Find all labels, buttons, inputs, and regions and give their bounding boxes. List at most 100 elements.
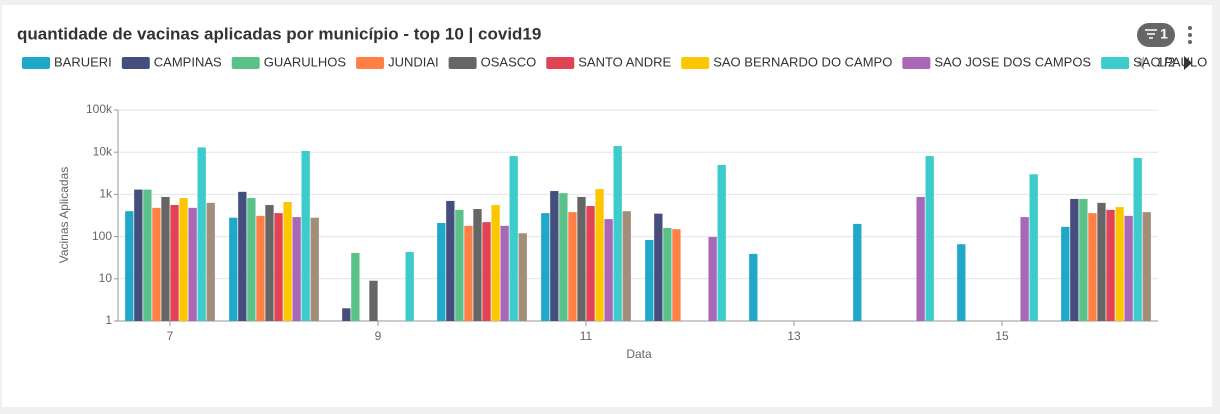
- bar: [663, 227, 672, 321]
- bar: [1097, 202, 1106, 321]
- legend-label[interactable]: SAO BERNARDO DO CAMPO: [713, 54, 892, 69]
- x-tick-label: 11: [580, 329, 593, 343]
- bar: [853, 223, 862, 321]
- legend-label[interactable]: OSASCO: [481, 54, 537, 69]
- legend-label[interactable]: JUNDIAI: [388, 54, 439, 69]
- bar: [717, 164, 726, 321]
- bar: [645, 240, 654, 321]
- bar: [310, 217, 319, 321]
- bar: [1142, 212, 1151, 321]
- chart-title: quantidade de vacinas aplicadas por muni…: [17, 24, 541, 43]
- bar: [1124, 215, 1133, 321]
- bar: [1061, 226, 1070, 321]
- x-tick-label: 15: [995, 329, 1009, 343]
- bar: [550, 191, 559, 321]
- bar: [1133, 157, 1142, 321]
- bar: [405, 252, 414, 321]
- bar: [473, 209, 482, 321]
- bar: [464, 225, 473, 321]
- bar: [708, 236, 717, 321]
- bar: [170, 205, 179, 321]
- bar: [1115, 207, 1124, 321]
- bar: [1079, 198, 1088, 321]
- bar: [351, 252, 360, 321]
- bar: [586, 206, 595, 321]
- bar: [179, 198, 188, 321]
- bar: [957, 244, 966, 321]
- legend-label[interactable]: SAO JOSE DOS CAMPOS: [934, 54, 1091, 69]
- chart: quantidade de vacinas aplicadas por muni…: [17, 23, 1207, 361]
- y-tick-label: 10k: [93, 144, 113, 158]
- legend-swatch: [1101, 57, 1130, 69]
- bar: [577, 196, 586, 321]
- legend-swatch: [22, 57, 50, 69]
- legend-prev[interactable]: [1137, 56, 1144, 70]
- card: quantidade de vacinas aplicadas por muni…: [2, 5, 1212, 407]
- bar: [229, 217, 238, 321]
- bar: [1106, 209, 1115, 321]
- bar: [500, 225, 509, 321]
- bar: [1070, 198, 1079, 321]
- bar: [125, 211, 134, 321]
- bar: [292, 217, 301, 321]
- more-menu[interactable]: [1188, 26, 1192, 44]
- legend-swatch: [546, 57, 575, 69]
- bar: [482, 222, 491, 321]
- y-tick-label: 100k: [86, 102, 113, 116]
- y-tick-label: 1k: [99, 187, 113, 201]
- bar: [622, 211, 631, 321]
- bar: [916, 196, 925, 321]
- x-axis-label: Data: [626, 347, 652, 361]
- bar: [1088, 213, 1097, 321]
- bar: [238, 191, 247, 321]
- legend-label[interactable]: CAMPINAS: [154, 54, 222, 69]
- bar: [491, 205, 500, 321]
- bar: [437, 223, 446, 321]
- legend-label[interactable]: SAO PAULO: [1133, 54, 1207, 69]
- bar: [342, 308, 351, 321]
- bar: [301, 150, 310, 321]
- legend-swatch: [902, 57, 931, 69]
- bar: [143, 189, 152, 321]
- bar: [455, 209, 464, 321]
- bar: [509, 156, 518, 321]
- legend-next[interactable]: [1184, 56, 1192, 70]
- legend-swatch: [121, 57, 150, 69]
- bar: [541, 213, 550, 321]
- bar: [925, 156, 934, 321]
- legend-page: 1/2: [1157, 54, 1175, 69]
- x-tick-label: 13: [787, 329, 801, 343]
- legend-label[interactable]: SANTO ANDRE: [578, 54, 671, 69]
- bar: [134, 189, 143, 321]
- bar: [604, 219, 613, 321]
- bar: [161, 196, 170, 321]
- bar: [1029, 174, 1038, 321]
- bar: [446, 200, 455, 321]
- bar: [369, 280, 378, 321]
- bar: [206, 202, 215, 321]
- bar: [197, 147, 206, 321]
- bar: [283, 202, 292, 321]
- bar: [274, 213, 283, 321]
- bar: [568, 212, 577, 321]
- y-axis-label: Vacinas Aplicadas: [57, 167, 71, 264]
- legend-swatch: [356, 57, 385, 69]
- filter-count: 1: [1160, 26, 1168, 42]
- bar: [1020, 217, 1029, 321]
- bar: [256, 215, 265, 321]
- bar: [613, 146, 622, 321]
- legend-swatch: [231, 57, 260, 69]
- y-tick-label: 100: [92, 229, 112, 243]
- legend-label[interactable]: GUARULHOS: [264, 54, 347, 69]
- legend-label[interactable]: BARUERI: [54, 54, 112, 69]
- x-tick-label: 7: [167, 329, 174, 343]
- bar: [518, 233, 527, 321]
- filter-badge[interactable]: [1137, 23, 1175, 47]
- y-tick-label: 10: [99, 271, 113, 285]
- legend-swatch: [681, 57, 710, 69]
- x-tick-label: 9: [375, 329, 382, 343]
- bar: [265, 205, 274, 321]
- bar: [595, 189, 604, 321]
- bar: [749, 253, 758, 321]
- bar: [654, 213, 663, 321]
